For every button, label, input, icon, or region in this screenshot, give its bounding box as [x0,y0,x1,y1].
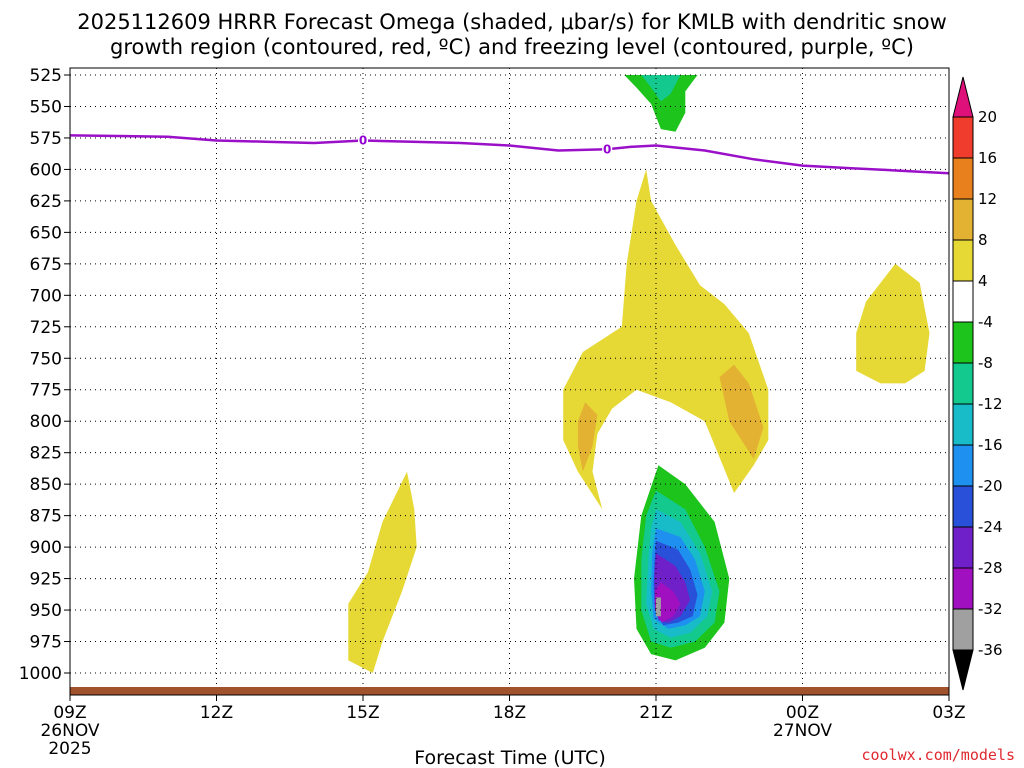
colorbar-bin [952,157,974,200]
omega-region-yellow-main [563,169,769,510]
colorbar-bin [952,116,974,159]
colorbar-bin [952,280,974,323]
y-tick-label: 750 [30,349,62,369]
omega-region-green-right-low [919,484,949,655]
y-tick-label: 525 [30,66,62,86]
colorbar-label: -16 [978,436,1003,454]
freezing-label-bg [358,133,368,147]
colorbar-label: -36 [978,641,1003,659]
omega-region-orange-right [719,364,764,459]
omega-region-green-lower-left [490,509,549,642]
x-tick-label: 00Z [786,703,819,723]
freezing-level-line [69,134,950,175]
x-tick-label: 21Z [639,703,672,723]
freezing-level-label: 0 [359,133,367,147]
y-tick-label: 675 [30,255,62,275]
y-tick-label: 700 [30,286,62,306]
y-tick-label: 725 [30,318,62,338]
omega-region-yellow-right [856,263,930,384]
colorbar-bin [952,526,974,569]
colorbar-label: 4 [978,272,988,290]
x-tick-label: 15Z [346,703,379,723]
credit-link[interactable]: coolwx.com/models [861,746,1015,764]
colorbar-label: 12 [978,190,997,208]
colorbar-bin [952,608,974,651]
x-tick-label: 09Z [53,703,86,723]
colorbar-bin [952,198,974,241]
colorbar-bin [952,403,974,446]
colorbar-bin [952,485,974,528]
x-date-label: 27NOV [773,721,832,741]
y-tick-label: 550 [30,97,62,117]
y-tick-label: 600 [30,160,62,180]
chart-title-line1: 2025112609 HRRR Forecast Omega (shaded, … [77,10,947,34]
y-tick-label: 900 [30,538,62,558]
omega-region-yellow-left [348,471,417,673]
colorbar-label: 20 [978,108,997,126]
colorbar-label: -28 [978,559,1003,577]
colorbar-bin [952,239,974,282]
colorbar-label: -32 [978,600,1003,618]
colorbar-label: 8 [978,231,988,249]
y-tick-label: 825 [30,444,62,464]
y-tick-label: 650 [30,223,62,243]
colorbar-label: -12 [978,395,1003,413]
colorbar: 20 16 12 8 4 -4 -8 -12 -16 -20 -24 -28 -32 -36 [952,76,1003,691]
colorbar-label: -4 [978,313,993,331]
y-tick-label: 850 [30,475,62,495]
omega-region-teal-top [624,75,698,132]
omega-region-green-right-edge [939,251,949,302]
freezing-level-label: 0 [603,142,611,156]
y-axis: 525 550 575 600 625 650 675 700 725 750 775 800 825 8… [19,66,70,684]
x-year-label: 2025 [48,739,91,759]
x-axis-title: Forecast Time (UTC) [414,747,605,768]
y-tick-label: 775 [30,381,62,401]
x-tick-label: 03Z [932,703,965,723]
y-tick-label: 975 [30,633,62,653]
y-tick-label: 950 [30,601,62,621]
colorbar-bin [952,321,974,364]
colorbar-label: -20 [978,477,1003,495]
colorbar-top-arrow [952,76,974,118]
y-tick-label: 575 [30,129,62,149]
colorbar-bin [952,444,974,487]
omega-shading [348,75,949,677]
colorbar-label: 16 [978,149,997,167]
y-tick-label: 1000 [19,664,62,684]
y-tick-label: 875 [30,507,62,527]
x-tick-label: 12Z [200,703,233,723]
chart-title-line2: growth region (contoured, red, ºC) and f… [110,35,914,59]
colorbar-bin [952,567,974,610]
omega-region-core-black [656,597,661,617]
colorbar-bin [952,362,974,405]
omega-region-green-lower-right [841,496,901,623]
freezing-label-bg [602,142,613,156]
x-tick-label: 18Z [493,703,526,723]
y-tick-label: 800 [30,412,62,432]
omega-region-green-top-left [490,75,613,138]
colorbar-label: -8 [978,354,993,372]
ground-strip [70,687,949,695]
y-tick-label: 925 [30,570,62,590]
omega-region-cyan-top [641,75,681,102]
freezing-level-contour: 00 [69,133,950,175]
colorbar-label: -24 [978,518,1003,536]
omega-region-orange-left [577,402,598,472]
colorbar-bottom-arrow [952,649,974,691]
x-date-label: 26NOV [40,721,99,741]
omega-region-core-gray [655,582,681,623]
y-tick-label: 625 [30,192,62,212]
